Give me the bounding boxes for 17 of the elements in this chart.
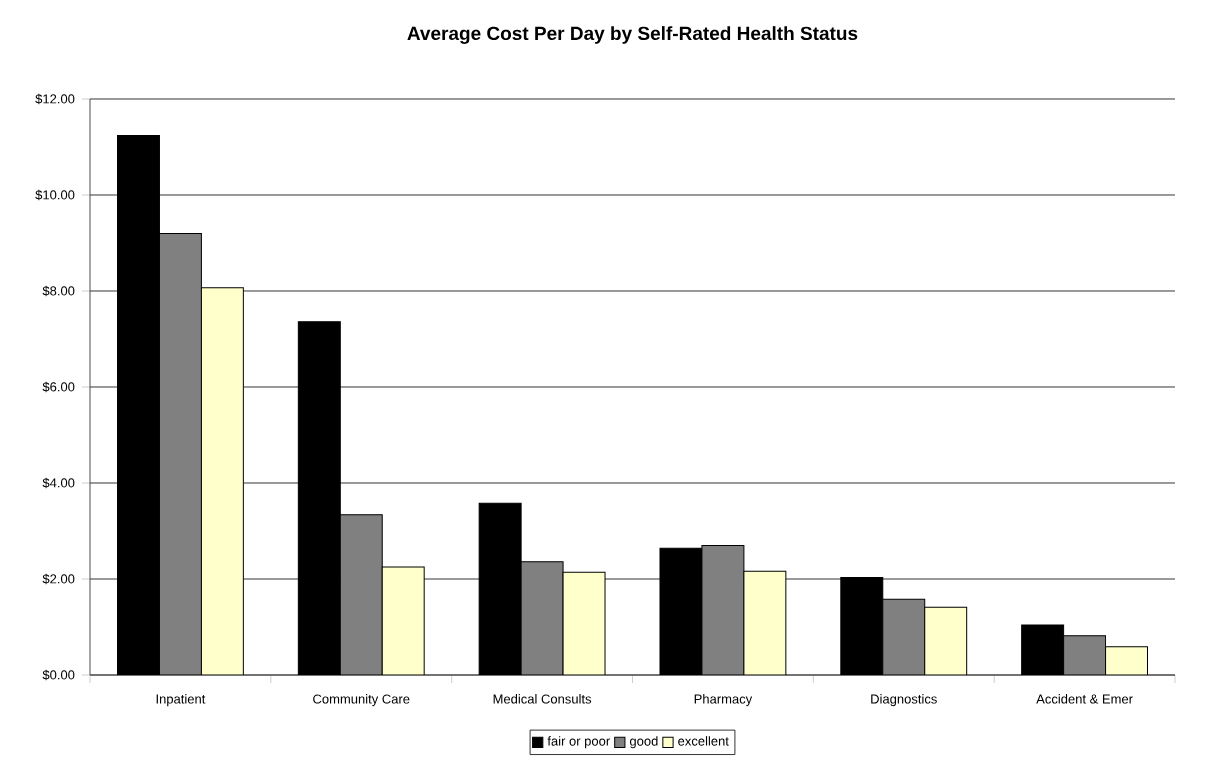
y-tick-label: $6.00: [42, 381, 75, 393]
legend-label: good: [629, 736, 658, 749]
y-tick-label: $2.00: [42, 573, 75, 585]
legend-label: excellent: [678, 736, 729, 746]
y-tick-label: $10.00: [35, 189, 75, 201]
x-tick-label: Inpatient: [156, 694, 206, 707]
y-tick-label: $0.00: [42, 669, 75, 681]
y-tick-label: $8.00: [42, 285, 75, 297]
y-tick-label: $4.00: [42, 477, 75, 489]
x-tick-label: Diagnostics: [871, 694, 937, 707]
y-tick-label: $12.00: [35, 93, 75, 105]
x-tick-label: Medical Consults: [493, 694, 592, 704]
x-tick-label: Pharmacy: [694, 694, 753, 707]
chart-title: Average Cost Per Day by Self-Rated Health Status: [407, 26, 858, 44]
legend-label: fair or poor: [547, 736, 610, 749]
x-tick-label: Community Care: [313, 694, 410, 707]
x-tick-label: Accident & Emer: [1036, 694, 1133, 704]
